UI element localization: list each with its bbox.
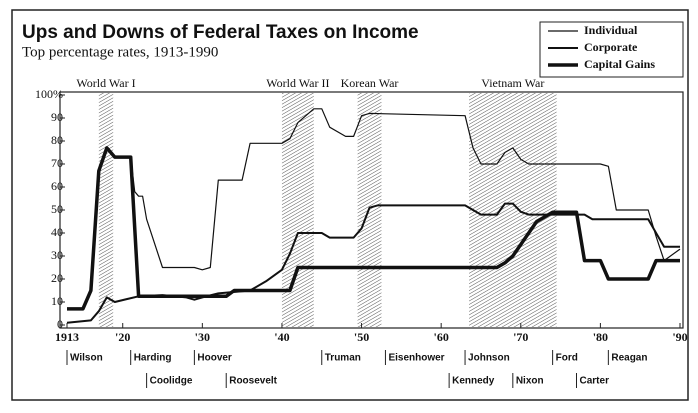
war-label: World War I [76,76,135,90]
legend-label: Individual [584,23,638,37]
president-label: Reagan [611,353,647,364]
president-label: Kennedy [452,376,495,387]
legend-label: Corporate [584,40,638,54]
president-label: Ford [556,353,578,364]
x-tick-label: '40 [274,330,289,344]
y-tick-label: 100% [35,87,63,101]
president-label: Roosevelt [229,376,277,387]
chart-title: Ups and Downs of Federal Taxes on Income [22,22,419,43]
frame [11,9,689,401]
president-label: Hoover [197,353,232,364]
x-tick-label: '80 [593,330,608,344]
president-label: Truman [325,353,361,364]
x-tick-label: '50 [354,330,369,344]
y-tick-label: 10 [51,294,63,308]
x-tick-label: '20 [115,330,130,344]
x-tick-label: '90 [672,330,687,344]
x-tick-label: '30 [195,330,210,344]
president-label: Eisenhower [388,353,444,364]
war-band [469,93,557,327]
president-label: Harding [134,353,172,364]
president-label: Wilson [70,353,103,364]
war-label: Korean War [341,76,399,90]
chart-subtitle: Top percentage rates, 1913-1990 [22,44,218,60]
y-tick-label: 70 [51,156,63,170]
x-tick-label: '70 [513,330,528,344]
y-tick-label: 20 [51,271,63,285]
y-tick-label: 50 [51,202,63,216]
y-tick-label: 0 [57,317,63,331]
y-tick-label: 30 [51,248,63,262]
y-tick-label: 40 [51,225,63,239]
war-band [281,93,314,327]
legend-label: Capital Gains [584,57,655,71]
president-label: Nixon [516,376,544,387]
x-tick-label: '60 [433,330,448,344]
series-line [67,108,681,310]
president-label: Johnson [468,353,510,364]
legend-box [539,21,684,78]
war-label: Vietnam War [481,76,544,90]
y-tick-label: 90 [51,110,63,124]
war-label: World War II [266,76,329,90]
series-line [67,146,680,311]
president-label: Carter [580,376,610,387]
y-tick-label: 80 [51,133,63,147]
president-label: Coolidge [150,376,193,387]
x-tick-label: 1913 [55,330,79,344]
war-band [98,93,114,327]
y-tick-label: 60 [51,179,63,193]
